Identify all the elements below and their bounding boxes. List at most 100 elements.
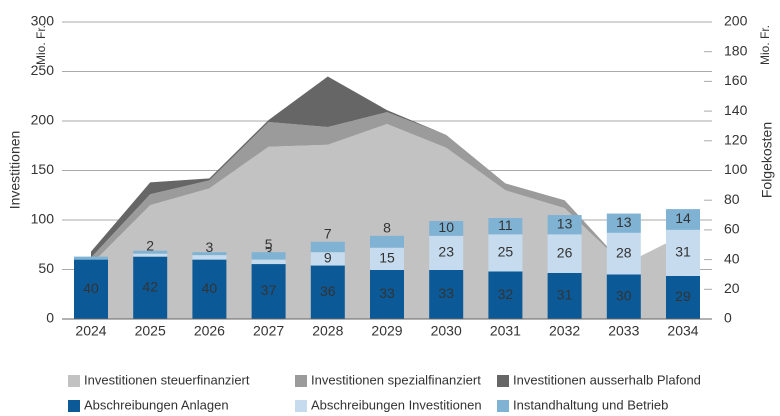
bar xyxy=(547,215,582,235)
bar xyxy=(192,255,227,260)
legend-label: Abschreibungen Investitionen xyxy=(311,397,482,412)
bar xyxy=(251,252,286,260)
data-label: 15 xyxy=(379,250,395,266)
data-label: 40 xyxy=(83,280,99,296)
y2-tick-label: 180 xyxy=(724,42,748,58)
x-tick-label: 2028 xyxy=(312,323,343,339)
legend-label: Investitionen spezialfinanziert xyxy=(311,372,481,387)
bar xyxy=(370,235,404,248)
bar xyxy=(133,253,168,257)
bar xyxy=(606,213,641,233)
data-label: 30 xyxy=(616,287,632,303)
y-tick-label: 250 xyxy=(31,62,55,78)
bar xyxy=(488,234,523,272)
y2-tick-label: 60 xyxy=(724,221,740,237)
data-label: 9 xyxy=(324,250,332,266)
data-label: 37 xyxy=(261,282,277,298)
legend-swatch xyxy=(68,400,80,412)
y-tick-label: 300 xyxy=(31,13,55,29)
area xyxy=(91,112,683,265)
bar xyxy=(370,247,404,270)
data-label: 32 xyxy=(498,286,514,302)
legend-swatch xyxy=(497,400,509,412)
bar xyxy=(488,218,523,235)
data-label: 13 xyxy=(616,214,632,230)
bar xyxy=(666,229,700,276)
data-label: 25 xyxy=(498,244,514,260)
y2-tick-label: 140 xyxy=(724,102,748,118)
legend-label: Investitionen steuerfinanziert xyxy=(84,372,250,387)
data-label: 36 xyxy=(320,283,336,299)
bar xyxy=(547,234,582,273)
bar xyxy=(547,272,582,319)
y-tick-label: 100 xyxy=(31,211,55,227)
bar xyxy=(310,265,345,319)
data-label: 23 xyxy=(438,244,454,260)
data-label: 26 xyxy=(557,244,573,260)
area xyxy=(91,123,683,319)
legend-swatch xyxy=(295,375,307,387)
data-label: 13 xyxy=(557,215,573,231)
legend-label: Investitionen ausserhalb Plafond xyxy=(513,372,701,387)
data-label: 33 xyxy=(379,285,395,301)
data-label: 2 xyxy=(146,237,154,253)
data-label: 5 xyxy=(265,236,273,252)
legend-label: Abschreibungen Anlagen xyxy=(84,397,229,412)
y2-tick-label: 200 xyxy=(724,13,748,29)
y-axis-title: Investitionen xyxy=(7,131,23,210)
bar xyxy=(251,259,286,265)
data-label: 14 xyxy=(675,210,691,226)
data-label: 3 xyxy=(265,243,273,259)
data-label: 8 xyxy=(383,220,391,236)
x-tick-label: 2032 xyxy=(549,323,580,339)
data-label: 7 xyxy=(324,225,332,241)
x-tick-label: 2033 xyxy=(608,323,639,339)
bar xyxy=(310,241,345,253)
legend-swatch xyxy=(295,400,307,412)
data-label: 29 xyxy=(675,288,691,304)
x-tick-label: 2030 xyxy=(431,323,462,339)
data-label: 31 xyxy=(557,287,573,303)
bar xyxy=(310,252,345,266)
y2-tick-label: 100 xyxy=(724,161,748,177)
data-label: 3 xyxy=(206,239,214,255)
x-tick-label: 2029 xyxy=(371,323,402,339)
y2-tick-label: 120 xyxy=(724,132,748,148)
x-tick-label: 2027 xyxy=(253,323,284,339)
x-tick-label: 2024 xyxy=(75,323,106,339)
bar xyxy=(192,252,227,256)
bar xyxy=(666,275,700,319)
bar xyxy=(488,271,523,319)
data-label: 31 xyxy=(675,244,691,260)
bar xyxy=(429,220,464,236)
y2-tick-label: 80 xyxy=(724,191,740,207)
x-tick-label: 2026 xyxy=(194,323,225,339)
bar xyxy=(606,274,641,319)
y2-axis-title: Folgekosten xyxy=(759,122,775,198)
data-label: 11 xyxy=(498,217,513,233)
bar xyxy=(192,259,227,319)
data-label: 42 xyxy=(142,279,158,295)
bar xyxy=(429,269,464,319)
bar xyxy=(251,264,286,319)
y-axis-unit: Mio. Fr. xyxy=(34,25,48,65)
data-label: 40 xyxy=(202,280,218,296)
bar xyxy=(606,232,641,275)
bar xyxy=(74,256,108,260)
data-label: 33 xyxy=(438,285,454,301)
x-tick-label: 2025 xyxy=(135,323,166,339)
y2-tick-label: 0 xyxy=(724,310,732,326)
y2-tick-label: 40 xyxy=(724,250,740,266)
y-tick-label: 200 xyxy=(31,112,55,128)
bar xyxy=(133,256,168,319)
legend-swatch xyxy=(497,375,509,387)
bar xyxy=(133,250,168,254)
x-tick-label: 2034 xyxy=(667,323,698,339)
y2-tick-label: 20 xyxy=(724,280,740,296)
y2-tick-label: 160 xyxy=(724,72,748,88)
bar xyxy=(666,209,700,230)
bar xyxy=(429,235,464,270)
x-tick-label: 2031 xyxy=(490,323,521,339)
y-tick-label: 0 xyxy=(46,310,54,326)
